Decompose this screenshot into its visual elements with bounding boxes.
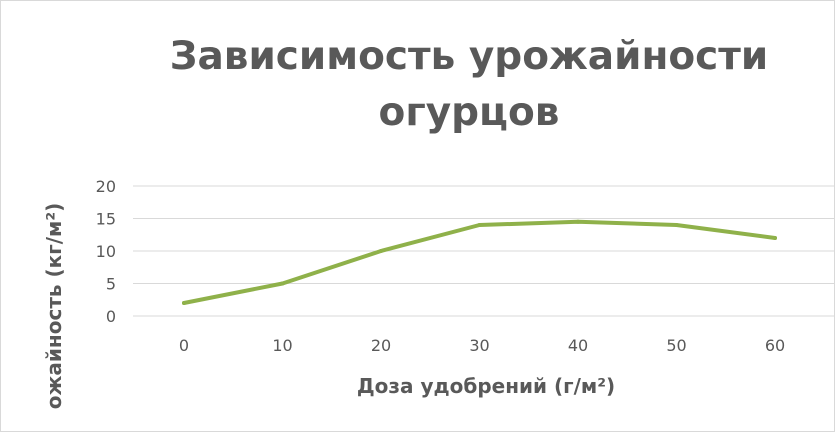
x-tick-label: 0 (179, 336, 189, 355)
y-tick-label: 15 (96, 210, 116, 229)
y-axis-tick-labels: 0 5 10 15 20 (96, 177, 116, 326)
series-layer (182, 220, 777, 305)
data-point (478, 223, 482, 227)
y-tick-label: 0 (106, 307, 116, 326)
chart-title-line-2: огурцов (379, 90, 560, 135)
y-tick-label: 20 (96, 177, 116, 196)
y-tick-label: 5 (106, 275, 116, 294)
series-line-0 (184, 222, 775, 303)
x-tick-label: 20 (371, 336, 391, 355)
gridlines (133, 186, 835, 316)
y-tick-label: 10 (96, 242, 116, 261)
x-tick-label: 30 (469, 336, 489, 355)
x-axis-tick-labels: 0 10 20 30 40 50 60 (179, 336, 785, 355)
chart-title-line-1: Зависимость урожайности (170, 34, 768, 79)
data-point (576, 220, 580, 224)
data-point (281, 282, 285, 286)
y-axis-title: ожайность (кг/м²) (42, 203, 66, 409)
x-tick-label: 60 (765, 336, 785, 355)
x-tick-label: 40 (568, 336, 588, 355)
x-axis-title: Доза удобрений (г/м²) (357, 374, 615, 398)
data-point (182, 301, 186, 305)
data-point (675, 223, 679, 227)
data-point (773, 236, 777, 240)
x-tick-label: 50 (666, 336, 686, 355)
data-point (379, 249, 383, 253)
x-tick-label: 10 (272, 336, 292, 355)
